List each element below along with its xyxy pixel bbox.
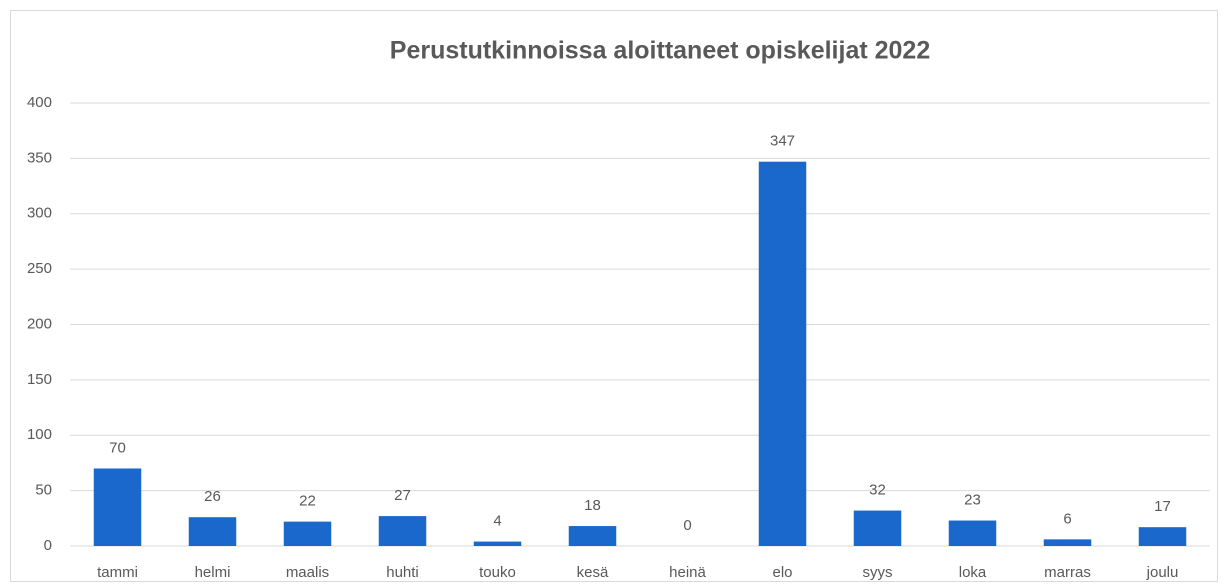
x-tick-label: maalis <box>286 564 329 581</box>
data-label: 4 <box>493 513 501 530</box>
data-label: 70 <box>109 439 126 456</box>
data-label: 27 <box>394 487 411 504</box>
x-tick-label: helmi <box>195 564 231 581</box>
data-label: 26 <box>204 488 221 505</box>
y-tick-label: 350 <box>27 149 52 166</box>
bar <box>1138 527 1187 546</box>
y-tick-label: 300 <box>27 205 52 222</box>
y-tick-label: 100 <box>27 426 52 443</box>
x-tick-label: kesä <box>577 564 609 581</box>
bar <box>853 510 902 546</box>
bar <box>378 516 427 546</box>
x-tick-label: touko <box>479 564 516 581</box>
y-tick-label: 0 <box>44 537 52 554</box>
x-tick-label: loka <box>959 564 987 581</box>
y-tick-label: 400 <box>27 94 52 111</box>
data-label: 6 <box>1063 510 1071 527</box>
chart-frame <box>10 10 1218 582</box>
bar <box>948 520 997 546</box>
y-tick-label: 150 <box>27 371 52 388</box>
bar <box>473 541 522 546</box>
x-tick-label: heinä <box>669 564 706 581</box>
x-tick-label: elo <box>772 564 792 581</box>
y-tick-label: 250 <box>27 260 52 277</box>
bar <box>758 161 807 546</box>
bar <box>283 521 332 546</box>
x-tick-label: syys <box>863 564 893 581</box>
x-tick-label: tammi <box>97 564 138 581</box>
x-tick-label: marras <box>1044 564 1091 581</box>
data-label: 22 <box>299 493 316 510</box>
y-tick-label: 50 <box>35 482 52 499</box>
data-label: 0 <box>683 517 691 534</box>
data-label: 17 <box>1154 498 1171 515</box>
y-tick-label: 200 <box>27 315 52 332</box>
data-label: 347 <box>770 133 795 150</box>
x-tick-label: joulu <box>1146 564 1179 581</box>
chart-title: Perustutkinnoissa aloittaneet opiskelija… <box>390 37 930 65</box>
bar <box>188 517 237 546</box>
data-label: 23 <box>964 491 981 508</box>
bar <box>1043 539 1092 546</box>
x-tick-label: huhti <box>386 564 419 581</box>
bar <box>93 468 142 546</box>
bar <box>568 526 617 546</box>
data-label: 18 <box>584 497 601 514</box>
data-label: 32 <box>869 482 886 499</box>
